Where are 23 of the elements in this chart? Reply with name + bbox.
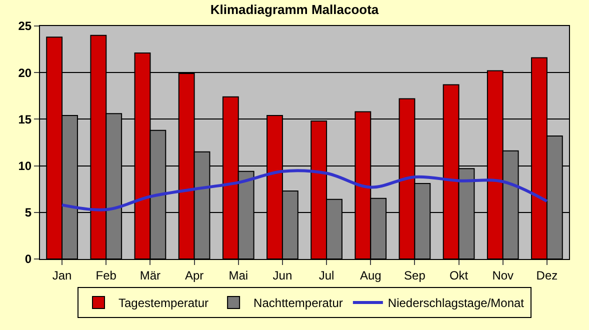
x-tick-label: Jun (272, 268, 292, 282)
legend-label: Nachttemperatur (254, 296, 343, 310)
x-tick-label: Apr (184, 268, 204, 282)
y-tick-label: 20 (18, 66, 32, 80)
x-tick-label: Aug (360, 268, 382, 282)
x-tick-label: Jan (52, 268, 72, 282)
y-tick-label: 10 (18, 159, 32, 173)
x-tick-label: Mai (228, 268, 248, 282)
line-series (60, 169, 548, 212)
x-tick-label: Feb (96, 268, 117, 282)
x-tick-label: Okt (449, 268, 469, 282)
y-tick-label: 15 (18, 112, 32, 126)
x-tick-label: Dez (536, 268, 558, 282)
x-tick-label: Jul (318, 268, 334, 282)
y-tick-label: 5 (24, 206, 32, 220)
x-tick-label: Sep (404, 268, 426, 282)
legend-label: Niederschlagstage/Monat (388, 296, 525, 310)
y-tick-label: 0 (24, 252, 32, 266)
y-tick-label: 25 (18, 19, 32, 34)
x-tick-label: Nov (492, 268, 514, 282)
legend-label: Tagestemperatur (118, 296, 209, 310)
chart-title: Klimadiagramm Mallacoota (210, 2, 380, 18)
x-tick-label: Mär (140, 268, 161, 282)
